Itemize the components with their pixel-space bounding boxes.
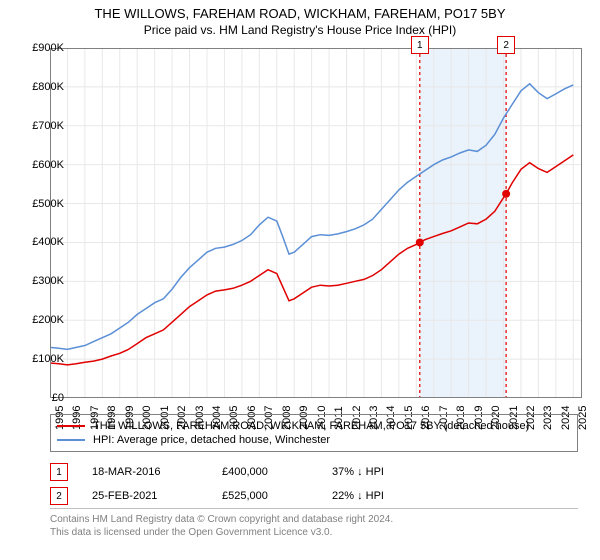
y-tick-label: £200K [16,314,64,326]
marker-price: £400,000 [222,466,332,478]
y-tick-label: £400K [16,236,64,248]
legend-label-hpi: HPI: Average price, detached house, Winc… [93,434,330,446]
legend-label-property: THE WILLOWS, FAREHAM ROAD, WICKHAM, FARE… [93,420,529,432]
title-block: THE WILLOWS, FAREHAM ROAD, WICKHAM, FARE… [0,0,600,37]
y-tick-label: £0 [16,392,64,404]
x-tick-label: 2025 [577,406,589,430]
y-tick-label: £500K [16,198,64,210]
marker-pct: 37% ↓ HPI [332,466,452,478]
marker-table: 1 18-MAR-2016 £400,000 37% ↓ HPI 2 25-FE… [50,460,578,508]
legend-row: HPI: Average price, detached house, Winc… [57,433,571,447]
y-tick-label: £600K [16,159,64,171]
chart-marker-badge: 1 [411,36,429,54]
marker-badge-1: 1 [50,463,68,481]
legend-swatch-hpi [57,439,85,441]
footer-line1: Contains HM Land Registry data © Crown c… [50,513,578,526]
y-tick-label: £100K [16,353,64,365]
chart-marker-badge: 2 [497,36,515,54]
y-tick-label: £800K [16,81,64,93]
footer: Contains HM Land Registry data © Crown c… [50,508,578,539]
y-tick-label: £300K [16,275,64,287]
marker-row: 2 25-FEB-2021 £525,000 22% ↓ HPI [50,484,578,508]
y-tick-label: £700K [16,120,64,132]
legend-swatch-property [57,425,85,427]
marker-date: 18-MAR-2016 [92,466,222,478]
chart-container: THE WILLOWS, FAREHAM ROAD, WICKHAM, FARE… [0,0,600,560]
marker-date: 25-FEB-2021 [92,490,222,502]
footer-line2: This data is licensed under the Open Gov… [50,526,578,539]
marker-badge-2: 2 [50,487,68,505]
chart-svg [50,48,582,398]
legend-box: THE WILLOWS, FAREHAM ROAD, WICKHAM, FARE… [50,414,578,452]
marker-pct: 22% ↓ HPI [332,490,452,502]
marker-row: 1 18-MAR-2016 £400,000 37% ↓ HPI [50,460,578,484]
title-subtitle: Price paid vs. HM Land Registry's House … [0,23,600,37]
marker-price: £525,000 [222,490,332,502]
title-address: THE WILLOWS, FAREHAM ROAD, WICKHAM, FARE… [0,6,600,21]
chart-plot-area [50,48,582,398]
y-tick-label: £900K [16,42,64,54]
legend-row: THE WILLOWS, FAREHAM ROAD, WICKHAM, FARE… [57,419,571,433]
